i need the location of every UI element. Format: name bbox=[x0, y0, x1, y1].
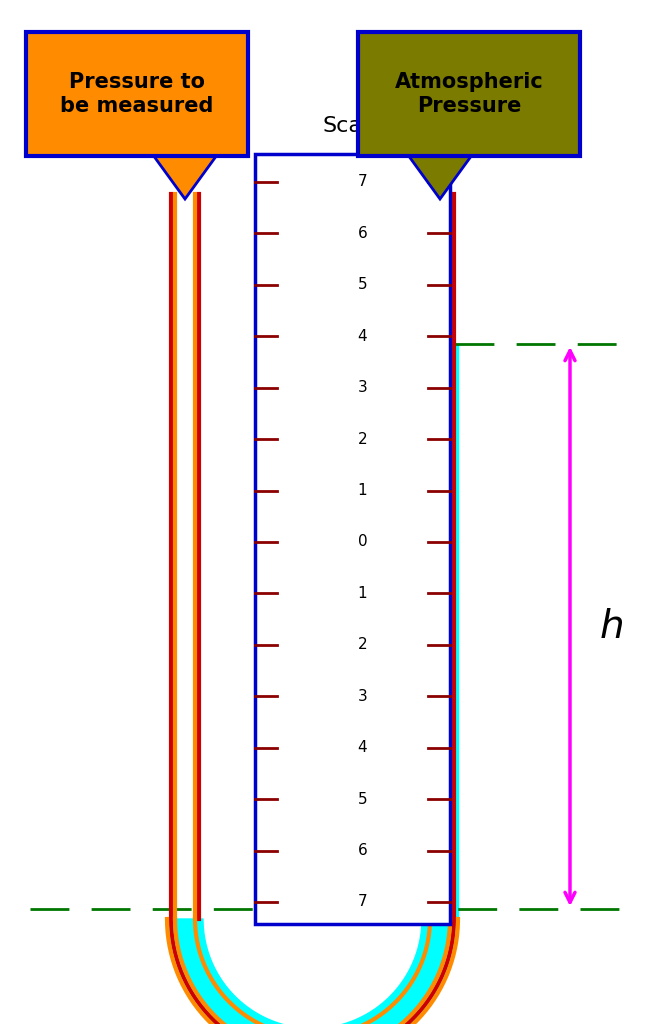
Text: Atmospheric
Pressure: Atmospheric Pressure bbox=[395, 73, 544, 116]
Text: 1: 1 bbox=[358, 586, 367, 601]
Bar bbox=[424, 144, 456, 154]
Text: Pressure to
be measured: Pressure to be measured bbox=[60, 73, 213, 116]
Text: 7: 7 bbox=[358, 895, 367, 909]
Text: 4: 4 bbox=[358, 329, 367, 344]
Text: h: h bbox=[600, 607, 625, 645]
Polygon shape bbox=[400, 144, 480, 199]
Bar bbox=[169, 144, 201, 154]
Text: Scale: Scale bbox=[323, 116, 382, 136]
Text: 0: 0 bbox=[358, 535, 367, 550]
Polygon shape bbox=[167, 919, 458, 1024]
Text: 2: 2 bbox=[358, 637, 367, 652]
Text: 6: 6 bbox=[358, 843, 368, 858]
Text: 1: 1 bbox=[358, 483, 367, 498]
Bar bbox=[255, 154, 450, 924]
FancyBboxPatch shape bbox=[26, 32, 248, 156]
Polygon shape bbox=[145, 144, 225, 199]
Text: 4: 4 bbox=[358, 740, 367, 756]
Text: 3: 3 bbox=[358, 689, 368, 703]
FancyBboxPatch shape bbox=[358, 32, 580, 156]
Text: 5: 5 bbox=[358, 792, 367, 807]
Text: 2: 2 bbox=[358, 432, 367, 446]
Text: 6: 6 bbox=[358, 226, 368, 241]
Text: 5: 5 bbox=[358, 278, 367, 293]
Text: 3: 3 bbox=[358, 380, 368, 395]
Text: 7: 7 bbox=[358, 174, 367, 189]
